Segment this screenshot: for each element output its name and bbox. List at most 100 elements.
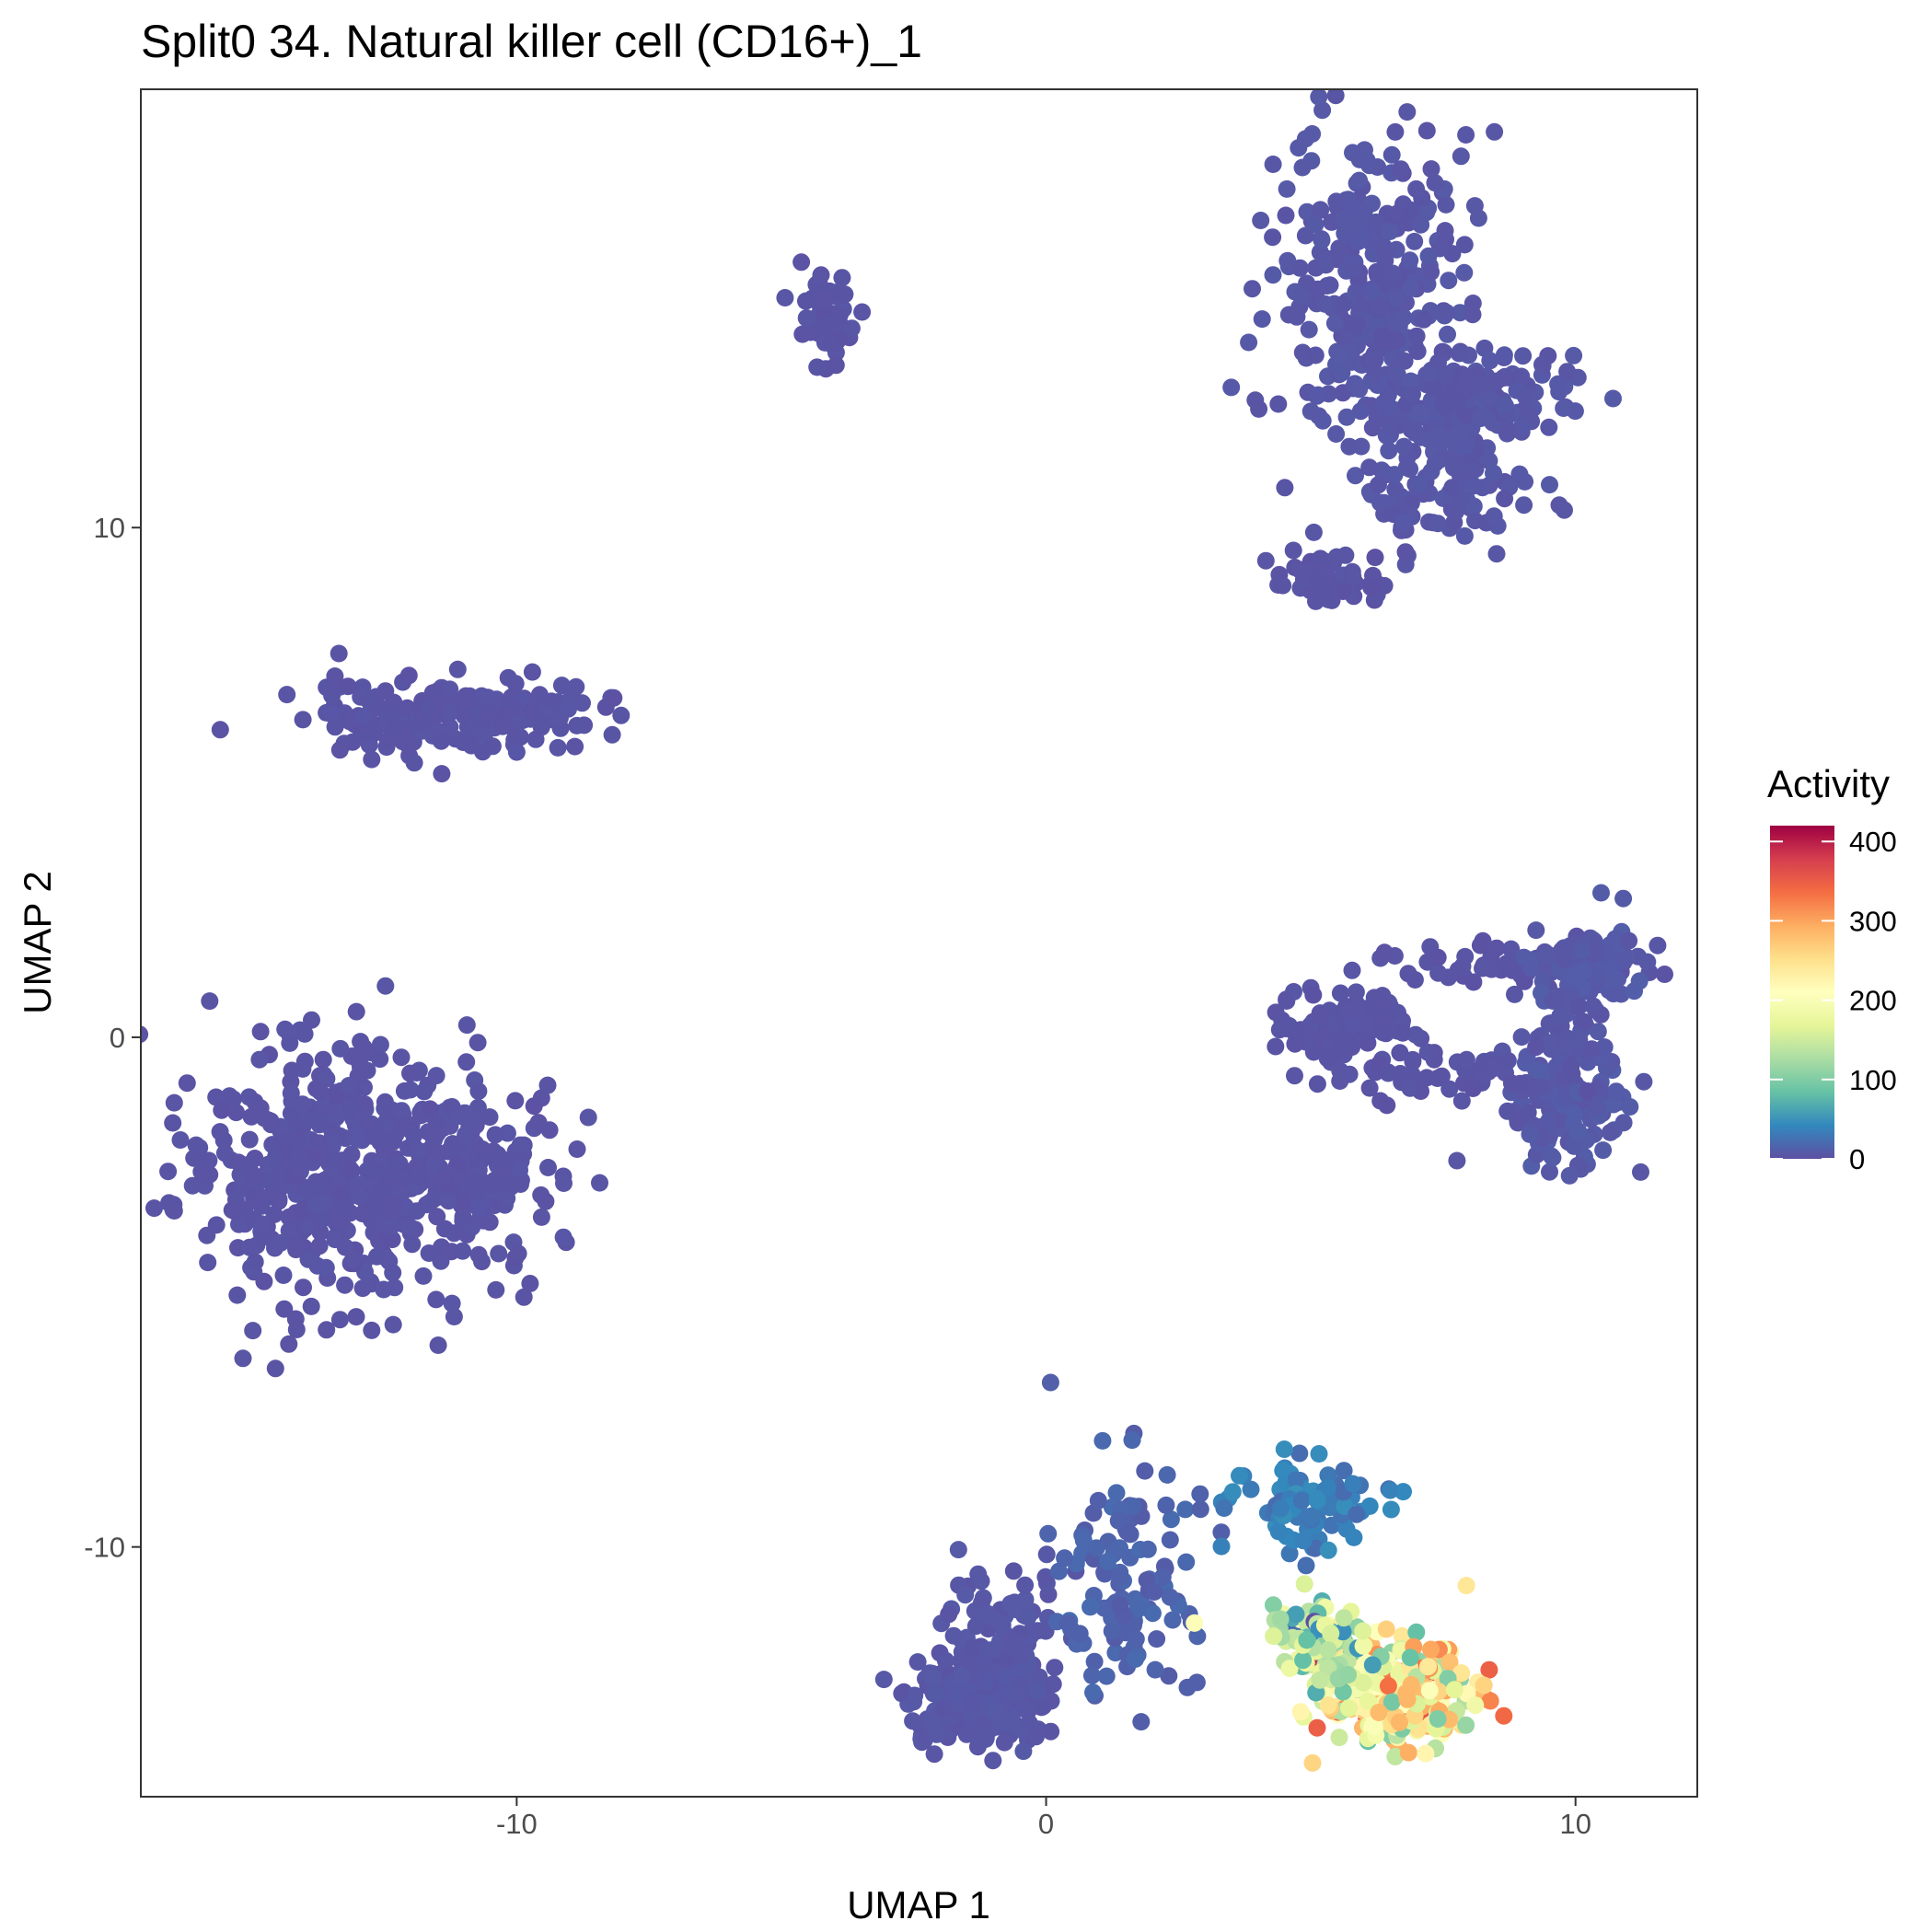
data-point: [1354, 202, 1372, 220]
data-point: [1422, 263, 1440, 282]
data-point: [410, 1164, 428, 1183]
data-point: [487, 1280, 505, 1299]
data-point: [1373, 997, 1392, 1015]
data-point: [408, 1202, 426, 1221]
data-point: [904, 1712, 922, 1730]
data-point: [603, 725, 621, 744]
data-point: [1084, 1683, 1102, 1702]
data-point: [1365, 1718, 1383, 1736]
data-point: [1496, 490, 1514, 508]
data-point: [1649, 936, 1667, 954]
data-point: [1360, 1497, 1379, 1515]
data-point: [1521, 1125, 1539, 1143]
data-point: [207, 1088, 226, 1106]
data-point: [1429, 964, 1448, 982]
data-point: [1329, 246, 1348, 264]
data-point: [1294, 1532, 1313, 1550]
data-point: [1256, 551, 1275, 570]
data-point: [982, 1641, 1001, 1660]
data-point: [1457, 126, 1475, 144]
data-point: [1372, 330, 1391, 349]
data-point: [1017, 1699, 1035, 1718]
data-point: [1304, 986, 1323, 1004]
data-point: [250, 1050, 269, 1069]
data-point: [1450, 423, 1467, 442]
data-point: [1541, 476, 1558, 494]
data-point: [948, 1687, 966, 1706]
data-point: [1465, 197, 1484, 215]
data-point: [457, 1126, 475, 1144]
data-point: [428, 1144, 446, 1162]
data-point: [1287, 1471, 1305, 1489]
data-point: [1287, 1605, 1305, 1624]
data-point: [978, 1604, 997, 1623]
data-point: [996, 1669, 1014, 1687]
data-point: [1556, 501, 1573, 519]
data-point: [490, 1244, 508, 1263]
data-point: [385, 1132, 403, 1151]
data-point: [1429, 353, 1447, 372]
data-point: [302, 1297, 320, 1315]
data-point: [457, 1053, 476, 1071]
data-point: [1311, 1007, 1329, 1025]
data-point: [1544, 992, 1562, 1010]
data-point: [228, 1286, 247, 1304]
data-point: [424, 1190, 443, 1209]
data-point: [1350, 171, 1369, 190]
x-tick-label: 10: [1559, 1808, 1591, 1840]
data-point: [1050, 1562, 1068, 1580]
data-point: [300, 1179, 318, 1197]
data-point: [1420, 1682, 1439, 1700]
data-point: [1383, 264, 1402, 283]
data-point: [395, 1117, 413, 1136]
data-point: [1306, 215, 1325, 234]
data-point: [511, 1136, 529, 1154]
data-point: [1269, 1522, 1288, 1541]
data-point: [213, 1101, 231, 1119]
data-point: [1625, 982, 1643, 1001]
data-point: [1500, 422, 1519, 440]
data-point: [538, 1076, 557, 1094]
data-point: [1301, 1507, 1320, 1525]
data-point: [1429, 1710, 1447, 1728]
data-point: [1401, 201, 1419, 219]
data-point: [1560, 1166, 1579, 1185]
data-point: [274, 1267, 293, 1284]
data-point: [433, 765, 451, 783]
data-point: [1322, 1048, 1340, 1067]
data-point: [473, 1140, 492, 1158]
data-point: [1401, 1079, 1419, 1097]
data-point: [1301, 402, 1320, 421]
legend: Activity 0 100 200 300 400: [1767, 762, 1897, 1175]
data-point: [481, 705, 499, 723]
data-point: [1319, 1641, 1337, 1660]
data-point: [1466, 1696, 1485, 1715]
data-point: [1452, 1664, 1471, 1683]
data-point: [1157, 1496, 1175, 1514]
data-point: [1375, 943, 1394, 962]
data-point: [1264, 228, 1282, 247]
data-point: [401, 1081, 420, 1099]
data-point: [1385, 466, 1404, 484]
data-point: [1366, 549, 1384, 567]
colorbar-tick-label: 200: [1849, 985, 1897, 1017]
data-point: [376, 977, 395, 995]
data-point: [1422, 1640, 1440, 1659]
data-point: [1319, 1659, 1337, 1677]
y-tick-label: 0: [110, 1022, 125, 1054]
data-point: [376, 1093, 394, 1111]
data-point: [323, 687, 341, 705]
data-point: [1188, 1627, 1207, 1646]
data-point: [201, 1165, 219, 1184]
data-point: [1338, 60, 1356, 77]
data-point: [1313, 231, 1331, 249]
data-point: [1036, 1568, 1055, 1586]
data-point: [1401, 1649, 1419, 1667]
data-point: [1481, 1692, 1499, 1710]
data-point: [1392, 160, 1410, 179]
data-point: [554, 1228, 573, 1246]
data-point: [512, 1175, 529, 1193]
data-point: [1347, 467, 1364, 485]
data-point: [1440, 1080, 1459, 1098]
data-point: [1082, 1598, 1099, 1616]
